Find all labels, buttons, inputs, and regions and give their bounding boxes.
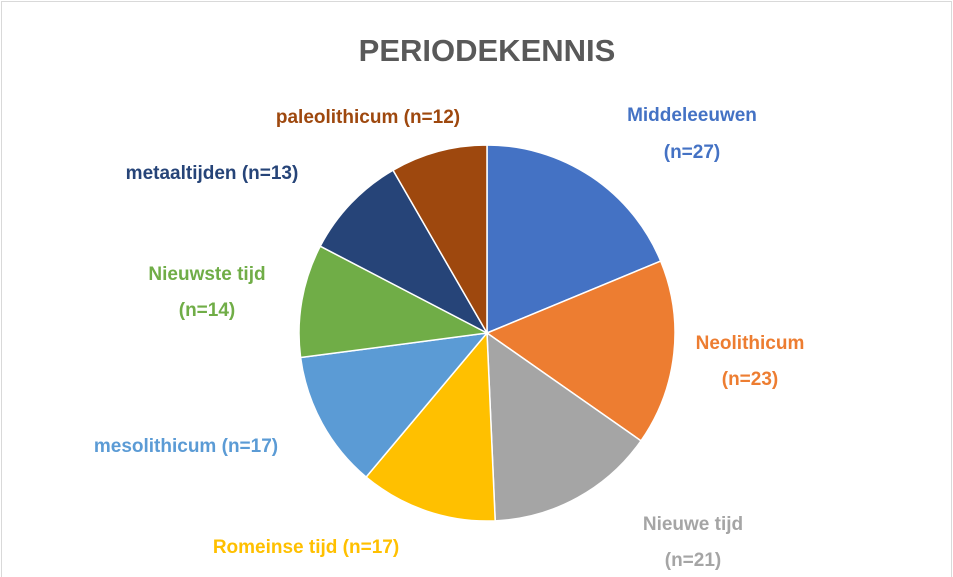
pie: [298, 144, 676, 522]
value-label: (n=21): [665, 550, 722, 571]
data-label: metaaltijden (n=13): [126, 163, 299, 184]
category-label: Nieuwste tijd: [148, 264, 265, 285]
value-label: (n=13): [242, 163, 299, 184]
category-label: Middeleeuwen: [627, 105, 757, 126]
value-label: (n=17): [343, 537, 400, 558]
pie-slice: [299, 332, 489, 479]
value-label: (n=23): [722, 369, 779, 390]
value-label: (n=17): [222, 436, 279, 457]
category-label: paleolithicum: [276, 107, 398, 128]
pie-slice: [319, 169, 489, 335]
data-label: paleolithicum (n=12): [276, 107, 460, 128]
value-label: (n=14): [179, 300, 236, 321]
pie-slice: [365, 331, 496, 522]
data-label: Romeinse tijd (n=17): [213, 537, 399, 558]
pie-slice: [486, 331, 643, 522]
chart-title: PERIODEKENNIS: [359, 33, 616, 68]
value-label: (n=12): [404, 107, 461, 128]
category-label: Romeinse tijd: [213, 537, 338, 558]
category-label: Neolithicum: [696, 333, 805, 354]
pie-slice: [486, 144, 662, 335]
data-label: mesolithicum (n=17): [94, 436, 278, 457]
value-label: (n=27): [664, 142, 721, 163]
pie-slice: [391, 144, 488, 336]
category-label: Nieuwe tijd: [643, 514, 743, 535]
category-label: mesolithicum: [94, 436, 216, 457]
labels: Middeleeuwen (n=27) Neolithicum (n=23) Nieuw…: [94, 105, 805, 571]
pie-slice: [298, 245, 490, 359]
category-label: metaaltijden: [126, 163, 237, 184]
pie-slice: [485, 260, 676, 442]
